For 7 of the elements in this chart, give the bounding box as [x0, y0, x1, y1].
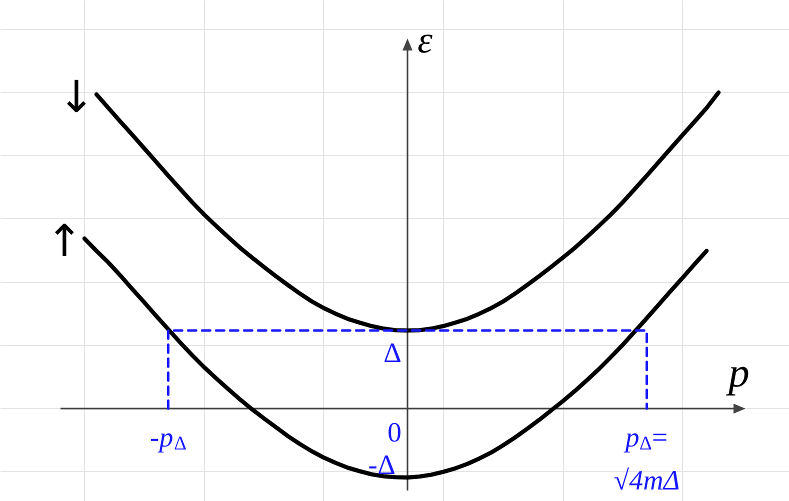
x-axis-title: p — [726, 350, 750, 397]
annotation: Δ — [383, 338, 402, 370]
annotation: -Δ — [368, 450, 396, 481]
y-axis-title: ε — [418, 20, 432, 62]
series-label: ↓ — [58, 72, 95, 123]
series-label: ↑ — [46, 216, 83, 268]
annotation: 0 — [388, 417, 402, 448]
